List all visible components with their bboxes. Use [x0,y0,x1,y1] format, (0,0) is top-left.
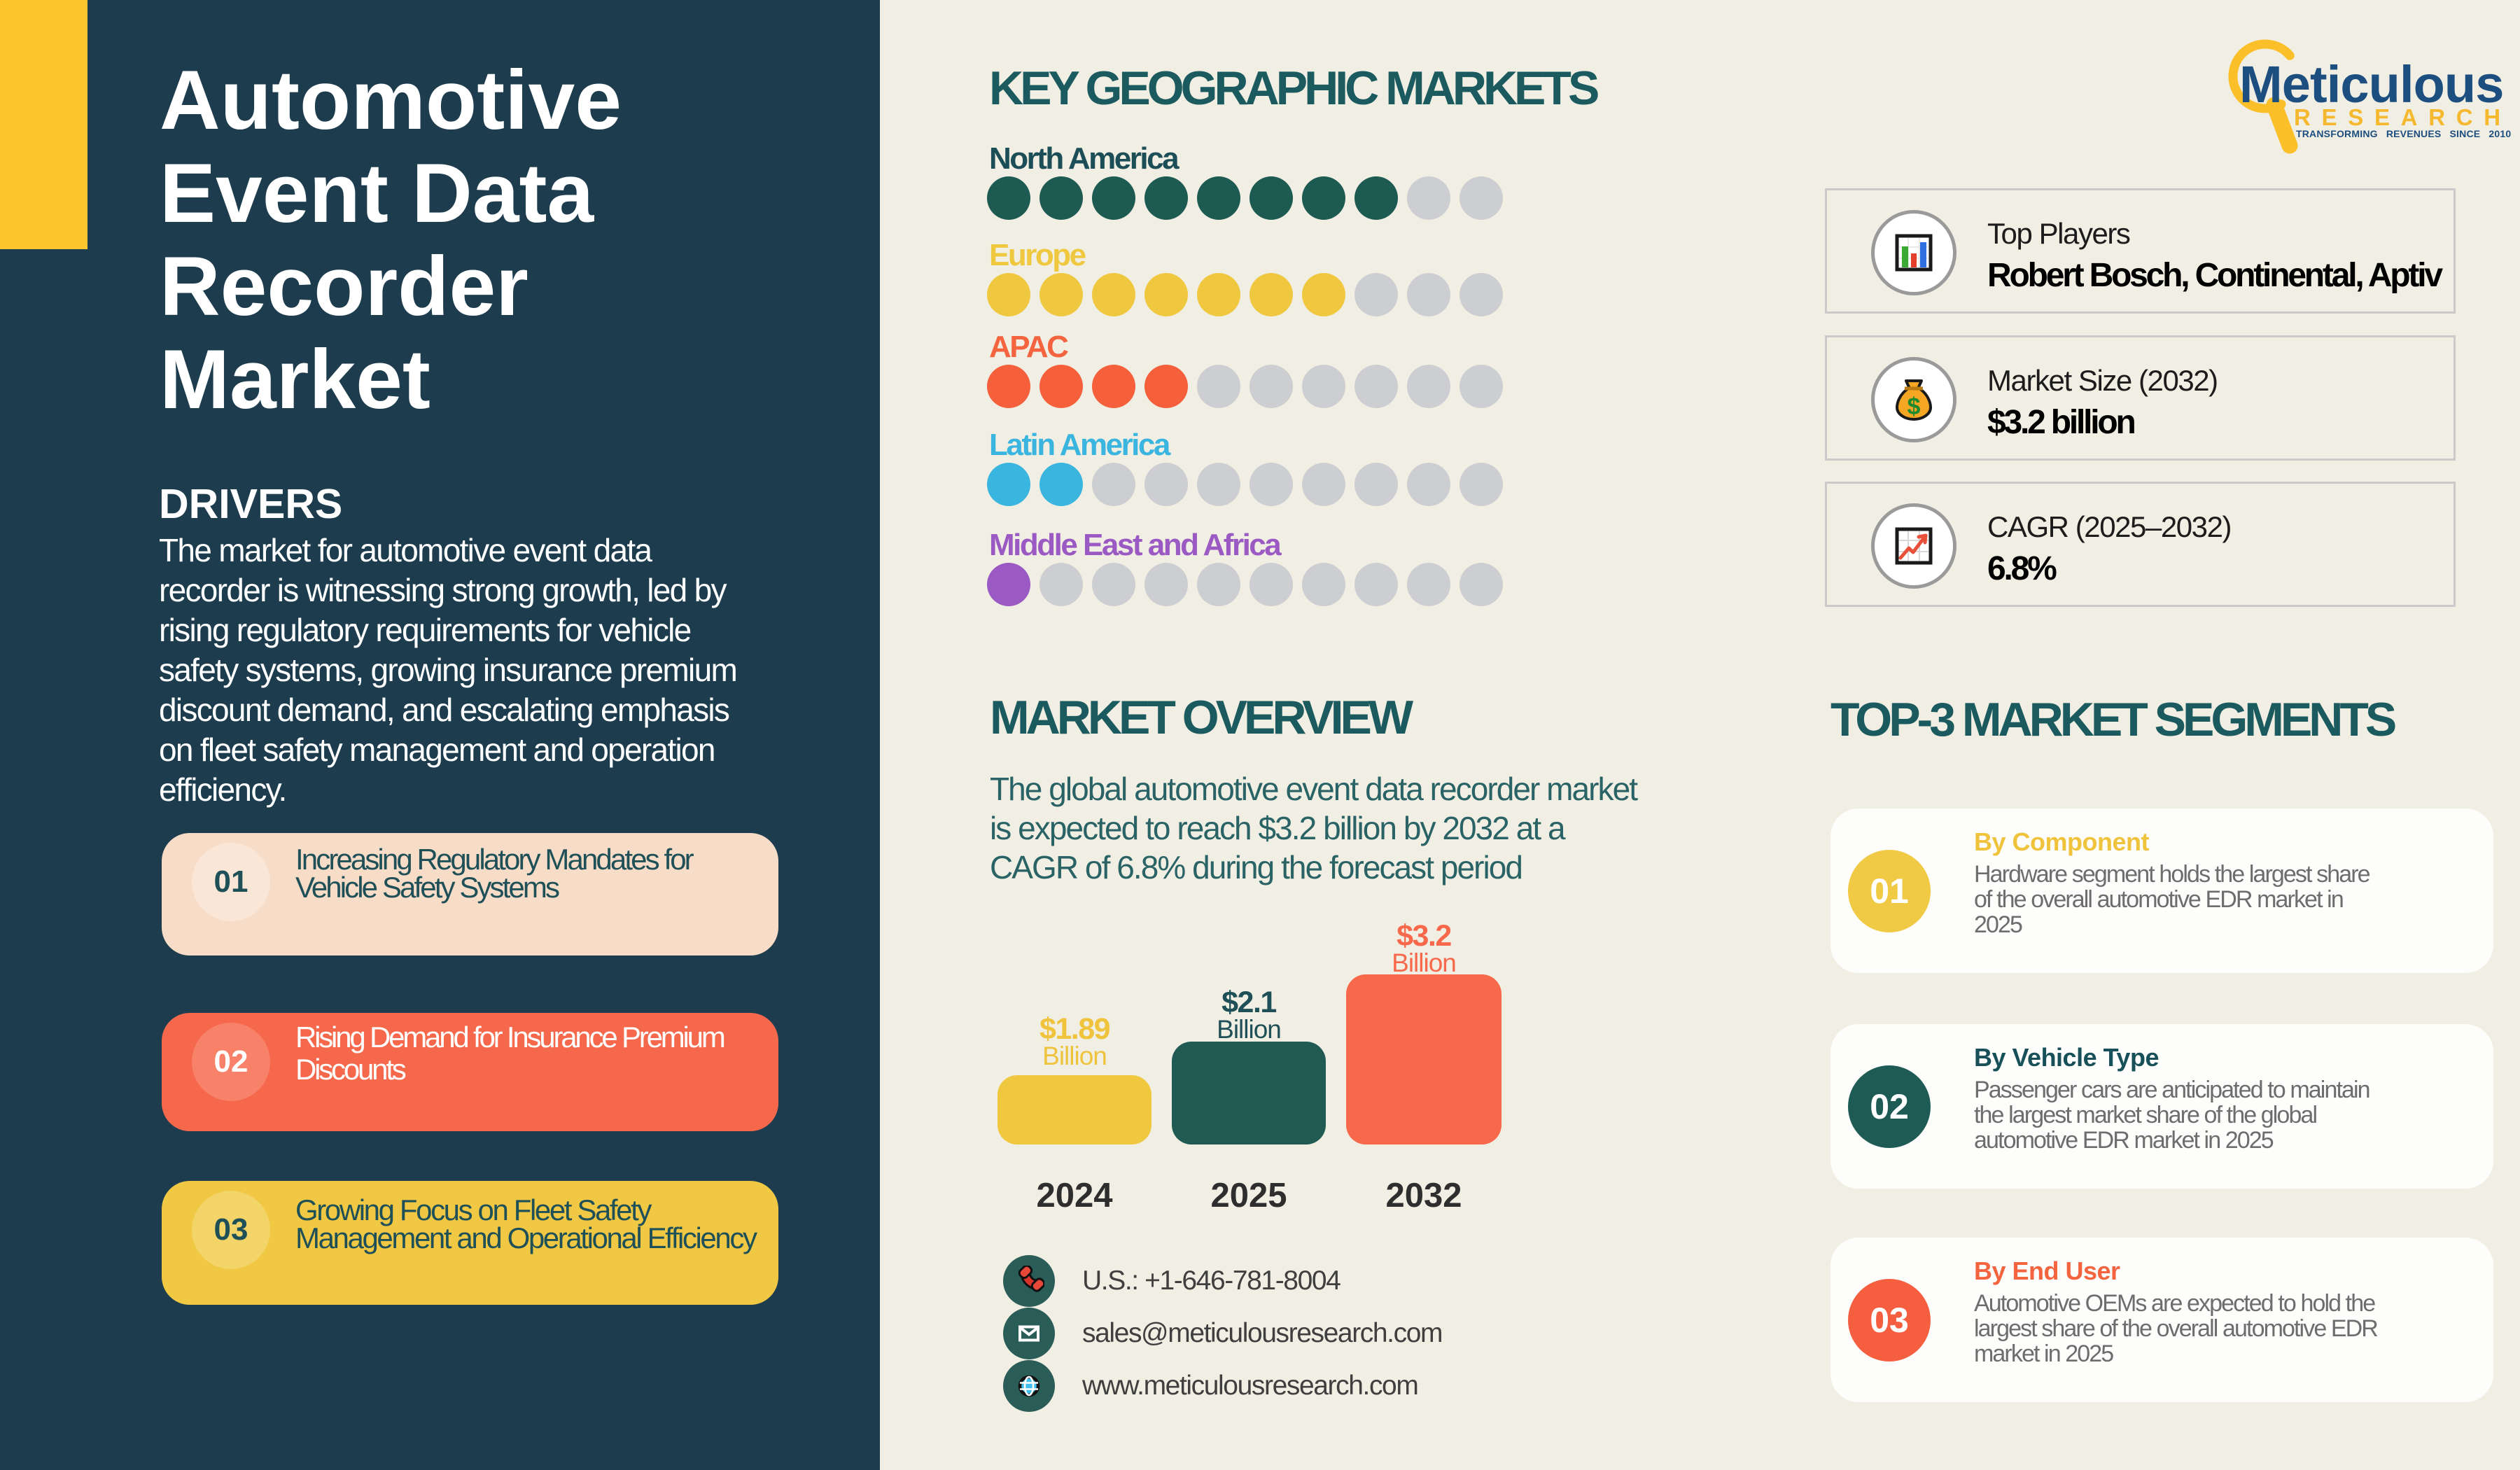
svg-text:RESEARCH: RESEARCH [2294,104,2512,130]
svg-text:TRANSFORMING REVENUES SINCE 20: TRANSFORMING REVENUES SINCE 2010 [2296,128,2511,139]
svg-text:$: $ [1907,393,1921,420]
svg-text:Meticulous: Meticulous [2239,55,2503,113]
